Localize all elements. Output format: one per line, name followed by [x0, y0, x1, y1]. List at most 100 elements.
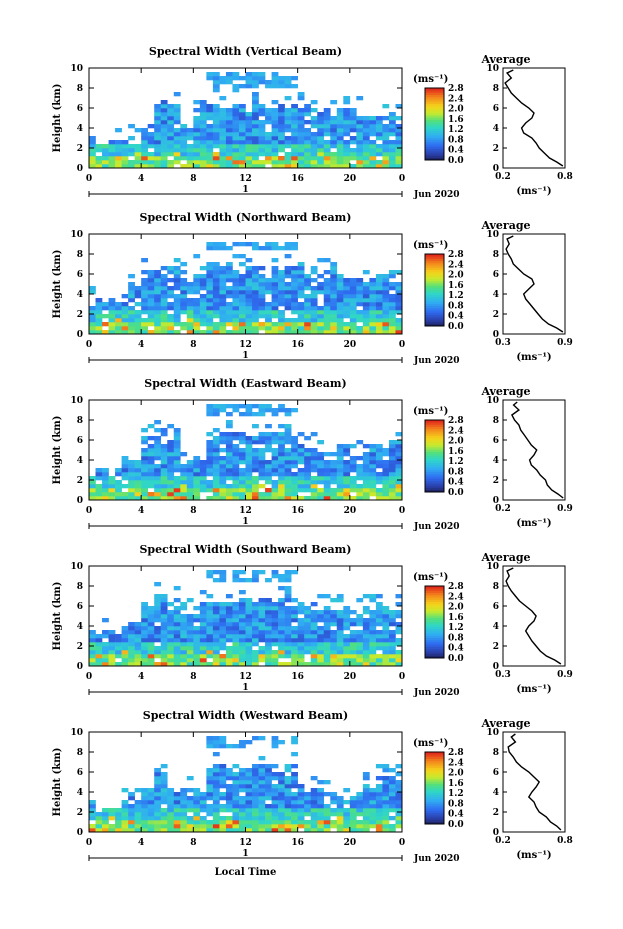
- heatmap-cell: [356, 120, 364, 125]
- heatmap-cell: [395, 326, 403, 331]
- heatmap-cell: [323, 484, 331, 489]
- heatmap-cell: [212, 784, 220, 789]
- colorbar-band: [425, 462, 444, 466]
- heatmap-cell: [278, 404, 285, 409]
- heatmap-cell: [304, 314, 312, 319]
- heatmap-cell: [258, 72, 266, 77]
- heatmap-cell: [395, 160, 403, 165]
- heatmap-cell: [317, 662, 325, 667]
- heatmap-cell: [265, 432, 272, 437]
- heatmap-cell: [369, 314, 377, 319]
- heatmap-cell: [219, 630, 227, 635]
- heatmap-cell: [147, 306, 155, 311]
- heatmap-cell: [186, 824, 194, 829]
- heatmap-cell: [245, 468, 253, 473]
- heatmap-cell: [160, 488, 168, 493]
- heatmap-cell: [291, 440, 298, 445]
- heatmap-cell: [193, 326, 201, 331]
- heatmap-cell: [284, 242, 292, 247]
- heatmap-cell: [219, 116, 227, 121]
- heatmap-cell: [160, 290, 168, 295]
- heatmap-cell: [297, 662, 305, 667]
- y-tick-label: 0: [77, 662, 83, 672]
- heatmap-cell: [186, 290, 194, 295]
- heatmap-cell: [271, 606, 279, 611]
- heatmap-cell: [193, 108, 201, 113]
- heatmap-cell: [232, 618, 240, 623]
- heatmap-cell: [375, 622, 383, 627]
- heatmap-cell: [369, 622, 377, 627]
- colorbar-band: [425, 137, 444, 141]
- heatmap-cell: [141, 618, 148, 623]
- heatmap-cell: [330, 298, 338, 303]
- colorbar-band: [425, 447, 444, 450]
- heatmap-cell: [252, 626, 259, 631]
- heatmap-cell: [369, 124, 377, 129]
- heatmap-cell: [297, 448, 305, 453]
- heatmap-cell: [212, 642, 220, 647]
- heatmap-cell: [330, 808, 338, 813]
- heatmap-cell: [362, 270, 370, 275]
- heatmap-cell: [330, 630, 338, 635]
- heatmap-cell: [265, 606, 272, 611]
- heatmap-cell: [349, 618, 357, 623]
- heatmap-cell: [141, 132, 148, 137]
- heatmap-cell: [193, 132, 201, 137]
- heatmap-cell: [362, 820, 370, 825]
- heatmap-cell: [147, 812, 155, 817]
- heatmap-cell: [199, 140, 207, 145]
- heatmap-cell: [102, 808, 109, 813]
- heatmap-cell: [212, 736, 220, 741]
- heatmap-cell: [180, 480, 188, 485]
- heatmap-cell: [395, 330, 403, 335]
- heatmap-cell: [375, 602, 383, 607]
- heatmap-cell: [173, 330, 181, 335]
- colorbar-band: [425, 260, 444, 264]
- heatmap-cell: [388, 480, 396, 485]
- profile-y-tick-label: 6: [493, 104, 499, 114]
- heatmap-cell: [154, 440, 162, 445]
- heatmap-cell: [245, 404, 253, 409]
- heatmap-cell: [238, 144, 246, 149]
- heatmap-cell: [95, 484, 103, 489]
- heatmap-cell: [232, 148, 240, 153]
- heatmap-cell: [245, 464, 253, 469]
- colorbar-band: [425, 604, 444, 607]
- heatmap-cell: [219, 456, 227, 461]
- heatmap-cell: [225, 294, 233, 299]
- heatmap-cell: [193, 626, 201, 631]
- heatmap-cell: [121, 496, 129, 501]
- heatmap-cell: [317, 460, 325, 465]
- heatmap-cell: [317, 480, 325, 485]
- heatmap-cell: [395, 816, 403, 821]
- heatmap-cell: [317, 452, 325, 457]
- heatmap-cell: [375, 496, 383, 501]
- heatmap-cell: [258, 112, 266, 117]
- heatmap-cell: [173, 496, 181, 501]
- heatmap-cell: [375, 614, 383, 619]
- heatmap-cell: [115, 164, 122, 169]
- heatmap-cell: [252, 140, 259, 145]
- heatmap-cell: [219, 488, 227, 493]
- heatmap-cell: [317, 792, 325, 797]
- heatmap-cell: [180, 642, 188, 647]
- heatmap-cell: [278, 480, 285, 485]
- heatmap-cell: [147, 472, 155, 477]
- heatmap-cell: [304, 812, 312, 817]
- heatmap-cell: [284, 650, 292, 655]
- heatmap-cell: [349, 112, 357, 117]
- heatmap-cell: [173, 306, 181, 311]
- heatmap-cell: [238, 820, 246, 825]
- heatmap-cell: [167, 662, 175, 667]
- colorbar-band: [425, 440, 444, 443]
- heatmap-cell: [186, 152, 194, 157]
- heatmap-cell: [369, 654, 377, 659]
- heatmap-cell: [193, 646, 201, 651]
- heatmap-cell: [245, 618, 253, 623]
- heatmap-cell: [284, 428, 292, 433]
- heatmap-cell: [395, 104, 403, 109]
- heatmap-cell: [141, 322, 148, 327]
- heatmap-cell: [167, 610, 175, 615]
- heatmap-cell: [186, 622, 194, 627]
- heatmap-cell: [238, 776, 246, 781]
